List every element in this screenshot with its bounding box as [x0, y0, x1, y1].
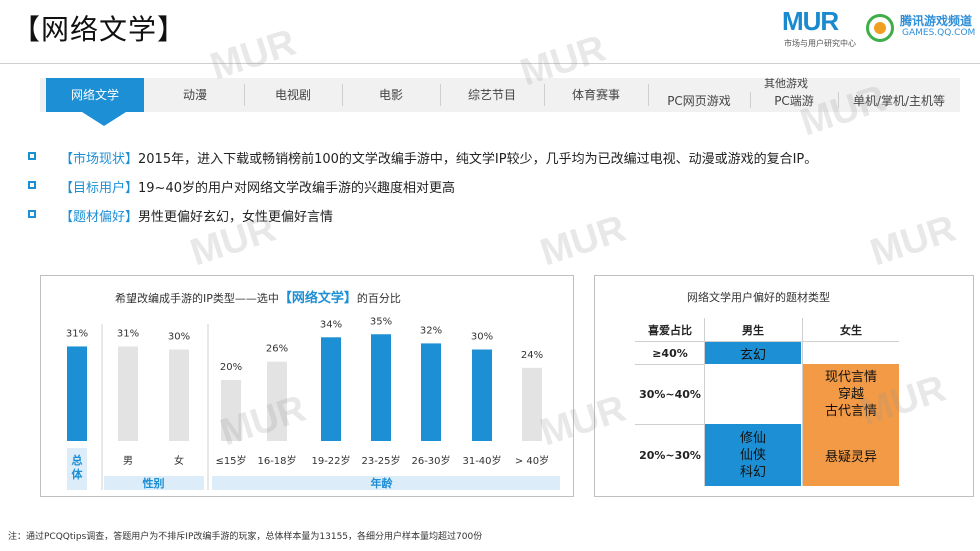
overall-label-bg	[67, 448, 87, 490]
mur-logo: MUR	[782, 6, 839, 36]
category-label-overall: 体	[72, 467, 84, 481]
bullet-theme-preference: 【题材偏好】男性更偏好玄幻，女性更偏好言情	[60, 210, 334, 225]
tencent-games-logo-icon	[866, 14, 894, 42]
table-line	[704, 318, 705, 486]
value-label: 30%	[168, 332, 190, 343]
tencent-games-logo-url: GAMES.QQ.COM	[902, 28, 976, 38]
bar-3	[221, 380, 241, 441]
bullet-target-users: 【目标用户】19~40岁的用户对网络文学改编手游的兴趣度相对更高	[60, 181, 455, 196]
tab-divider	[648, 84, 649, 106]
group-label: 性别	[143, 476, 165, 490]
tab-console-games[interactable]: 单机/掌机/主机等	[852, 94, 946, 108]
table-header-female: 女生	[840, 324, 862, 337]
tab-group-label-other-games: 其他游戏	[764, 77, 808, 90]
tab-web-literature[interactable]: 网络文学	[46, 78, 144, 112]
tab-divider	[342, 84, 343, 106]
tab-sports[interactable]: 体育赛事	[571, 88, 620, 102]
value-label: 31%	[117, 328, 139, 339]
tab-pc-web-games[interactable]: PC网页游戏	[667, 94, 731, 108]
category-label: 31-40岁	[462, 454, 501, 467]
value-label: 31%	[66, 328, 88, 339]
tab-anime[interactable]: 动漫	[182, 88, 207, 102]
bullet-market-status: 【市场现状】2015年，进入下载或畅销榜前100的文学改编手游中，纯文学IP较少…	[60, 152, 818, 167]
theme-preference-panel: 网络文学用户偏好的题材类型 喜爱占比 男生 女生 ≥40% 玄幻 30%~40%…	[594, 275, 974, 497]
mur-logo-subtitle: 市场与用户研究中心	[784, 39, 856, 48]
tab-divider	[244, 84, 245, 106]
table-row-label: 20%~30%	[639, 448, 701, 462]
bullet-square-icon	[28, 152, 36, 160]
tab-variety-shows[interactable]: 综艺节目	[467, 88, 516, 102]
category-tab-bar: 网络文学 动漫 电视剧 电影 综艺节目 体育赛事 其他游戏 PC网页游戏 PC端…	[40, 77, 960, 112]
table-header-male: 男生	[742, 324, 764, 337]
ip-type-bar-chart: 31% 总体 31% 男 30% 女 20% ≤15岁 26% 16-18岁 34% 19-22岁 35…	[66, 316, 560, 490]
value-label: 30%	[471, 332, 493, 343]
value-label: 20%	[220, 362, 242, 373]
category-label: > 40岁	[515, 454, 549, 467]
bar-8	[472, 349, 492, 441]
header-divider	[0, 63, 980, 64]
table-cell-male: 玄幻	[705, 342, 801, 364]
bar-7	[421, 343, 441, 441]
table-line	[635, 364, 705, 365]
tab-tv-series[interactable]: 电视剧	[274, 88, 311, 102]
tab-divider	[440, 84, 441, 106]
value-label: 34%	[320, 319, 342, 330]
table-cell-female: 现代言情 穿越 古代言情	[803, 364, 899, 424]
bar-6	[371, 334, 391, 441]
category-label-overall: 总	[72, 453, 83, 467]
bullet-square-icon	[28, 210, 36, 218]
bar-5	[321, 337, 341, 441]
category-label: 男	[123, 455, 133, 467]
table-cell-male: 修仙 仙侠 科幻	[705, 424, 801, 486]
watermark-logo: MUR	[865, 207, 961, 275]
preference-table-title: 网络文学用户偏好的题材类型	[687, 291, 830, 304]
bar-2	[169, 349, 189, 441]
table-line	[635, 424, 705, 425]
category-label: 女	[174, 454, 184, 467]
value-label: 24%	[521, 350, 543, 361]
category-label: 23-25岁	[361, 454, 400, 467]
table-row-label: ≥40%	[652, 346, 688, 360]
bar-9	[522, 367, 542, 441]
value-label: 26%	[266, 344, 288, 355]
tab-divider	[838, 92, 839, 108]
tab-pc-client-games[interactable]: PC端游	[774, 94, 814, 108]
ip-type-chart-panel: 希望改编成手游的IP类型——选中【网络文学】的百分比 31% 总体 31% 男 30% 女…	[40, 275, 574, 497]
group-label: 年龄	[371, 476, 394, 490]
table-line	[635, 341, 899, 342]
bar-0	[67, 346, 87, 441]
table-line	[802, 318, 803, 486]
table-row-label: 30%~40%	[639, 387, 701, 401]
bar-1	[118, 346, 138, 441]
tab-divider	[750, 92, 751, 108]
table-cell-female: 悬疑灵异	[803, 424, 899, 486]
category-label: 19-22岁	[311, 454, 350, 467]
tencent-games-logo-name: 腾讯游戏频道	[900, 14, 973, 28]
category-label: 26-30岁	[411, 454, 450, 467]
tab-divider	[544, 84, 545, 106]
page-title: 【网络文学】	[12, 13, 187, 46]
category-label: 16-18岁	[257, 454, 296, 467]
watermark-logo: MUR	[535, 207, 631, 275]
footnote: 注：通过PCQQtips调查，答题用户为不排斥IP改编手游的玩家，总体样本量为1…	[8, 532, 483, 542]
chart-title: 希望改编成手游的IP类型——选中【网络文学】的百分比	[115, 291, 401, 306]
value-label: 32%	[420, 325, 442, 336]
bullet-square-icon	[28, 181, 36, 189]
group-band-gender	[104, 476, 204, 490]
group-band-age	[212, 476, 560, 490]
table-header-ratio: 喜爱占比	[648, 324, 692, 337]
category-label: ≤15岁	[215, 454, 246, 467]
bar-4	[267, 361, 287, 441]
active-tab-pointer	[82, 112, 126, 126]
value-label: 35%	[370, 316, 392, 327]
tab-movies[interactable]: 电影	[378, 88, 403, 102]
